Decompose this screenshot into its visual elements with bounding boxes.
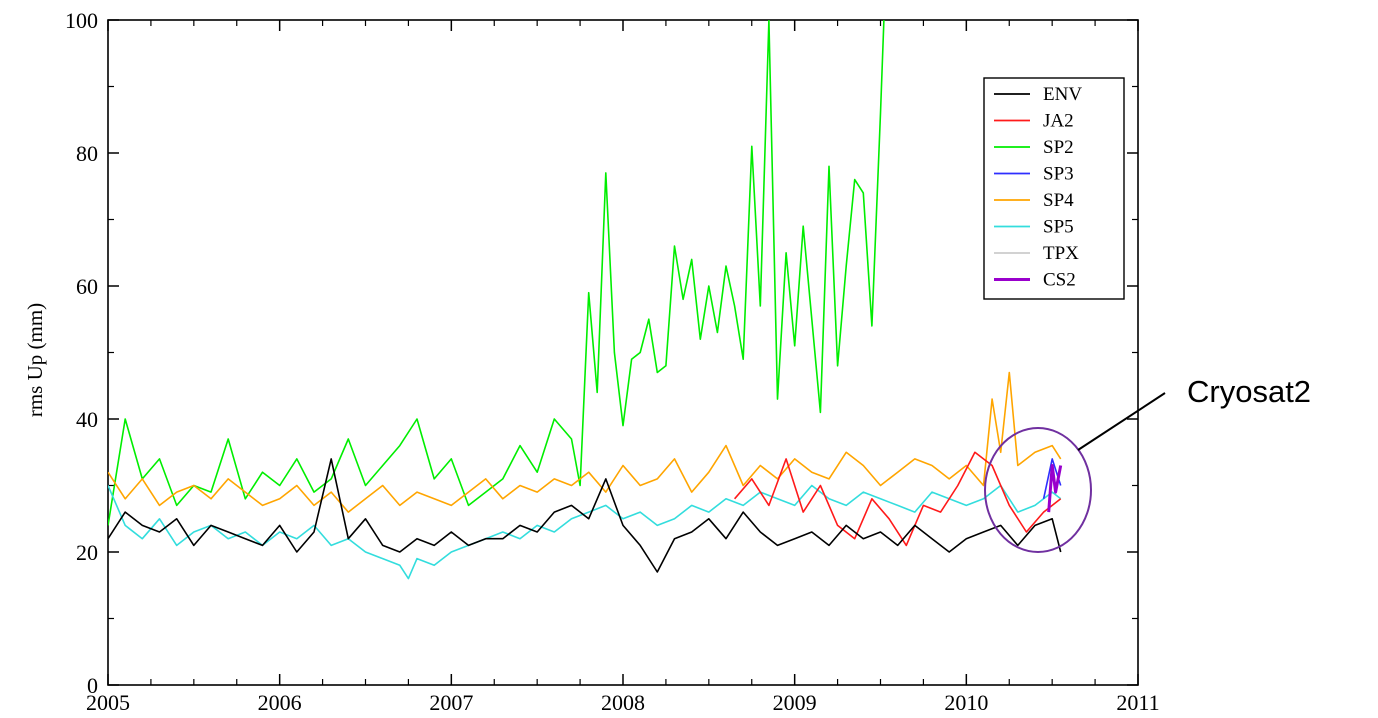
x-tick-label: 2005 [86,690,130,715]
legend-label-tpx: TPX [1043,243,1079,264]
legend-box [983,77,1125,300]
annotation-ellipse [984,427,1092,553]
series-line-ja2 [733,451,1062,547]
x-tick-label: 2008 [601,690,645,715]
y-tick-label: 100 [65,8,98,33]
y-tick-label: 60 [76,274,98,299]
legend-label-env: ENV [1043,84,1082,105]
x-tick-label: 2009 [773,690,817,715]
series-layer [108,20,1063,580]
series-line-sp2 [108,20,885,526]
legend-label-sp3: SP3 [1043,164,1074,185]
x-tick-label: 2007 [429,690,473,715]
legend: ENV JA2 SP2 SP3 SP4 SP5 TPX CS2 [983,77,1125,300]
legend-label-sp4: SP4 [1043,190,1074,211]
ticks: 2005 2006 2007 2008 2009 2010 2011 0 20 40 60 80 100 [65,8,1160,715]
y-tick-label: 20 [76,540,98,565]
x-tick-label: 2010 [944,690,988,715]
series-line-cs2 [1047,464,1063,513]
y-tick-label: 80 [76,141,98,166]
series-line-sp4 [108,371,1062,513]
cryosat2-annotation: Cryosat2 [984,374,1311,553]
legend-label-sp5: SP5 [1043,217,1074,238]
x-tick-label: 2011 [1116,690,1159,715]
legend-label-ja2: JA2 [1043,111,1074,132]
annotation-text: Cryosat2 [1187,374,1311,409]
legend-label-cs2: CS2 [1043,270,1076,291]
y-axis-label: rms Up (mm) [23,303,47,417]
series-line-sp5 [108,484,1062,580]
x-tick-label: 2006 [258,690,302,715]
y-tick-label: 0 [87,673,98,698]
series-line-env [108,458,1062,573]
y-tick-label: 40 [76,407,98,432]
legend-label-sp2: SP2 [1043,137,1074,158]
annotation-pointer [1077,392,1166,451]
